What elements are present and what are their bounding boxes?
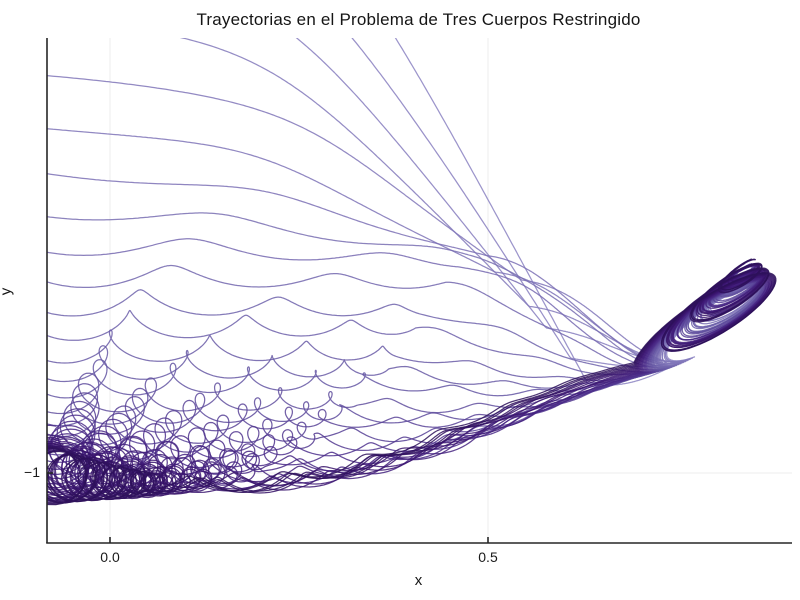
chart-title: Trayectorias en el Problema de Tres Cuer… xyxy=(196,10,641,29)
x-tick-label-0: 0.0 xyxy=(100,549,120,565)
y-axis-label: y xyxy=(0,288,14,296)
axes-spines-and-ticks xyxy=(46,38,792,544)
y-tick-label-0: −1 xyxy=(24,464,40,480)
trajectory-curves xyxy=(47,38,777,506)
x-axis-label: x xyxy=(414,572,423,589)
x-tick-label-1: 0.5 xyxy=(478,549,498,565)
